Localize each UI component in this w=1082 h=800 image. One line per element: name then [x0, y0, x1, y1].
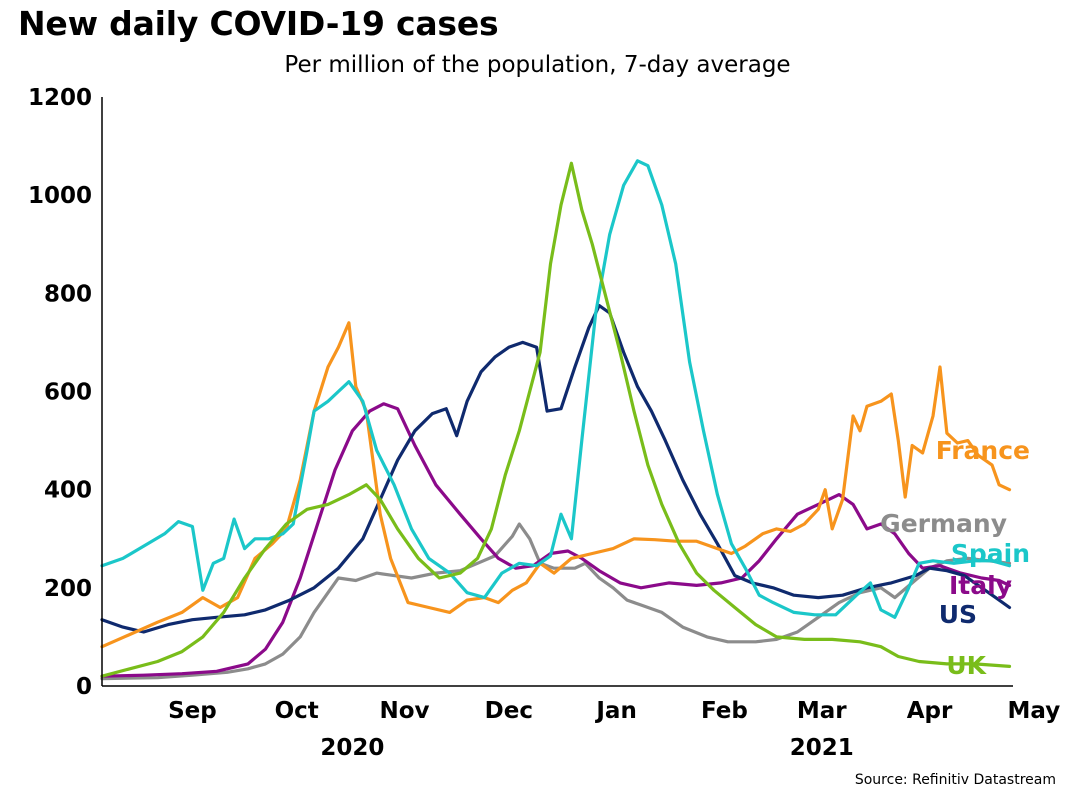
x-tick-label: May — [1008, 698, 1061, 724]
series-line-uk — [100, 161, 1012, 678]
series-line-us — [100, 304, 1012, 634]
y-axis-ticks: 0 200 400 600 800 1000 1200 — [28, 85, 92, 700]
chart-title: New daily COVID-19 cases — [18, 4, 499, 43]
x-tick-label: Mar — [797, 698, 847, 724]
axes — [101, 97, 1013, 687]
x-tick-label: Apr — [907, 698, 953, 724]
x-tick-label: Nov — [379, 698, 429, 724]
series-label-us: US — [939, 600, 977, 629]
y-tick-label: 600 — [44, 380, 92, 406]
x-tick-label: Oct — [275, 698, 319, 724]
series-label-germany: Germany — [880, 509, 1007, 538]
chart-subtitle: Per million of the population, 7-day ave… — [284, 52, 791, 78]
source-note: Source: Refinitiv Datastream — [854, 772, 1056, 788]
series-line-france — [100, 321, 1012, 649]
x-tick-label: Jan — [594, 698, 636, 724]
y-tick-label: 1200 — [28, 85, 92, 111]
y-tick-label: 800 — [44, 281, 92, 307]
x-year-label: 2021 — [790, 735, 854, 761]
series-line-germany — [100, 522, 1012, 681]
x-tick-label: Sep — [168, 698, 217, 724]
series-label-uk: UK — [946, 651, 987, 680]
series-line-spain — [100, 159, 1012, 619]
x-year-label: 2020 — [320, 735, 384, 761]
y-tick-label: 0 — [76, 674, 92, 700]
series-line-italy — [100, 402, 1012, 678]
x-tick-label: Dec — [485, 698, 533, 724]
y-tick-label: 400 — [44, 478, 92, 504]
series-label-spain: Spain — [951, 539, 1030, 568]
x-tick-label: Feb — [701, 698, 748, 724]
series-label-italy: Italy — [949, 571, 1012, 600]
series-lines — [100, 159, 1012, 681]
y-tick-label: 1000 — [28, 183, 92, 209]
x-axis-ticks: Sep Oct Nov Dec Jan Feb Mar Apr May 2020 2021 — [168, 698, 1060, 761]
line-chart: 0 200 400 600 800 1000 1200 Sep Oct Nov Dec Jan Feb… — [28, 85, 1060, 761]
series-label-france: France — [936, 436, 1030, 465]
y-tick-label: 200 — [44, 576, 92, 602]
